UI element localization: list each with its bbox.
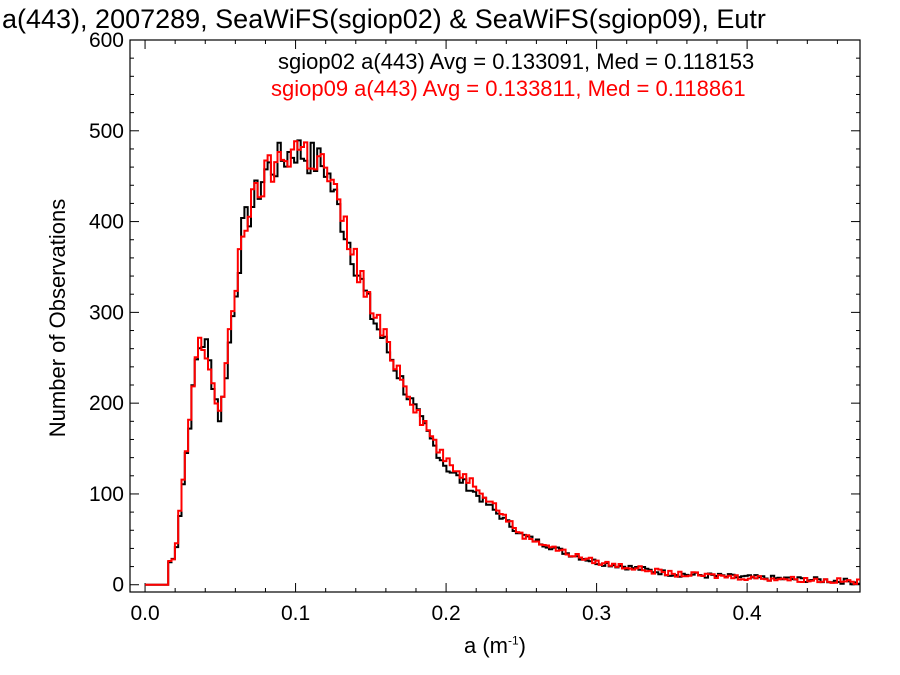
annotation-sgiop09: sgiop09 a(443) Avg = 0.133811, Med = 0.1…	[271, 76, 746, 101]
y-tick-label-400: 400	[89, 211, 124, 234]
y-tick-label-600: 600	[89, 29, 124, 52]
x-axis-label-close: )	[518, 633, 526, 658]
y-tick-label-200: 200	[89, 392, 124, 415]
x-tick-label-3: 0.3	[582, 602, 611, 625]
x-tick-label-0: 0.0	[130, 602, 159, 625]
x-axis-label-exponent: -1	[508, 633, 519, 648]
x-tick-label-2: 0.2	[431, 602, 460, 625]
series-line-sgiop09	[145, 140, 860, 586]
annotation-sgiop02: sgiop02 a(443) Avg = 0.133091, Med = 0.1…	[278, 49, 755, 74]
series-line-sgiop02	[145, 139, 860, 586]
x-tick-label-1: 0.1	[281, 602, 310, 625]
y-tick-label-500: 500	[89, 120, 124, 143]
x-tick-label-4: 0.4	[733, 602, 763, 625]
x-axis-label: a (m-1)	[464, 633, 526, 659]
plot-frame	[129, 39, 861, 593]
y-tick-label-100: 100	[89, 483, 124, 506]
y-tick-label-300: 300	[89, 301, 124, 324]
y-tick-label-0: 0	[112, 574, 124, 597]
chart-title: a(443), 2007289, SeaWiFS(sgiop02) & SeaW…	[2, 4, 766, 34]
y-axis-label: Number of Observations	[45, 198, 70, 438]
x-axis-label-main: a (m	[464, 633, 508, 658]
